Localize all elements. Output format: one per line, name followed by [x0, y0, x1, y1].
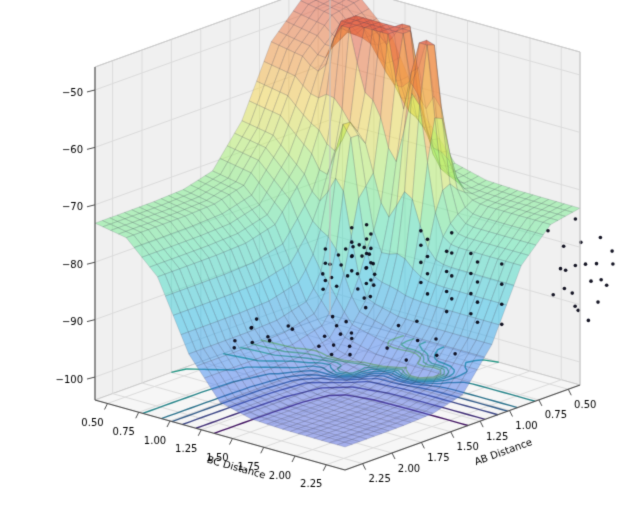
surface-plot-canvas	[0, 0, 636, 509]
figure: BC Distance AB Distance	[0, 0, 636, 509]
